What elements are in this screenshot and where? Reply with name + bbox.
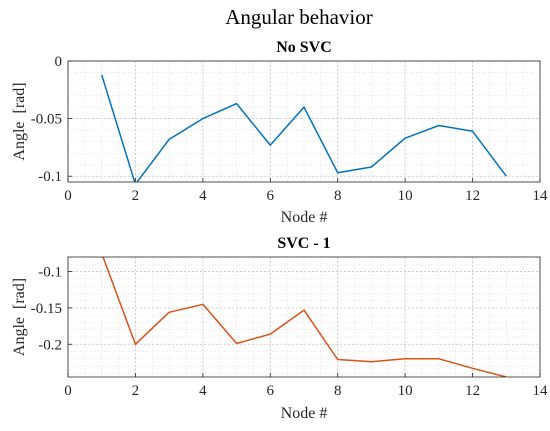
no-svc-y-tick-label: -0.1 — [38, 169, 62, 185]
svc-1-axes-box — [67, 256, 541, 378]
svc-1-y-axis-label: Angle [rad] — [11, 278, 28, 356]
no-svc-x-axis-label: Node # — [281, 209, 328, 226]
svc-1-x-tick-label: 10 — [398, 383, 413, 399]
no-svc-x-tick-label: 10 — [398, 188, 413, 204]
plot-no-svc: 0 2 4 6 8 10 12 14 0 -0.05 -0.1 No SVC Node # Angle [… — [11, 39, 548, 226]
svc-1-title: SVC - 1 — [277, 235, 330, 252]
svc-1-x-tick-label: 14 — [533, 383, 549, 399]
no-svc-x-tick-label: 6 — [267, 188, 275, 204]
no-svc-x-tick-label: 4 — [199, 188, 207, 204]
no-svc-y-tick-label: 0 — [55, 54, 63, 70]
no-svc-x-tick-label: 0 — [64, 188, 72, 204]
svc-1-x-tick-label: 2 — [132, 383, 140, 399]
no-svc-y-tick-label: -0.05 — [31, 112, 62, 128]
no-svc-x-tick-label: 8 — [334, 188, 342, 204]
svc-1-y-tick-label: -0.2 — [38, 337, 62, 353]
svc-1-x-tick-label: 4 — [199, 383, 207, 399]
svc-1-x-tick-label: 12 — [465, 383, 480, 399]
no-svc-axes-box — [67, 60, 541, 183]
svc-1-y-tick-label: -0.1 — [38, 265, 62, 281]
no-svc-x-tick-label: 12 — [465, 188, 480, 204]
figure-title: Angular behavior — [225, 5, 373, 29]
svc-1-y-tick-label: -0.15 — [31, 301, 62, 317]
svc-1-series-line — [102, 257, 507, 377]
no-svc-x-tick-label: 2 — [132, 188, 140, 204]
plot-svc-1: 0 2 4 6 8 10 12 14 -0.1 -0.15 -0.2 SVC - 1 Node # Ang… — [11, 235, 548, 422]
no-svc-series-line — [100, 74, 507, 182]
no-svc-x-tick-label: 14 — [533, 188, 549, 204]
svc-1-x-tick-label: 6 — [267, 383, 275, 399]
svc-1-x-tick-label: 8 — [334, 383, 342, 399]
no-svc-y-axis-label: Angle [rad] — [11, 82, 28, 160]
svc-1-x-axis-label: Node # — [281, 405, 328, 422]
no-svc-title: No SVC — [276, 39, 332, 56]
svc-1-x-tick-label: 0 — [64, 383, 72, 399]
